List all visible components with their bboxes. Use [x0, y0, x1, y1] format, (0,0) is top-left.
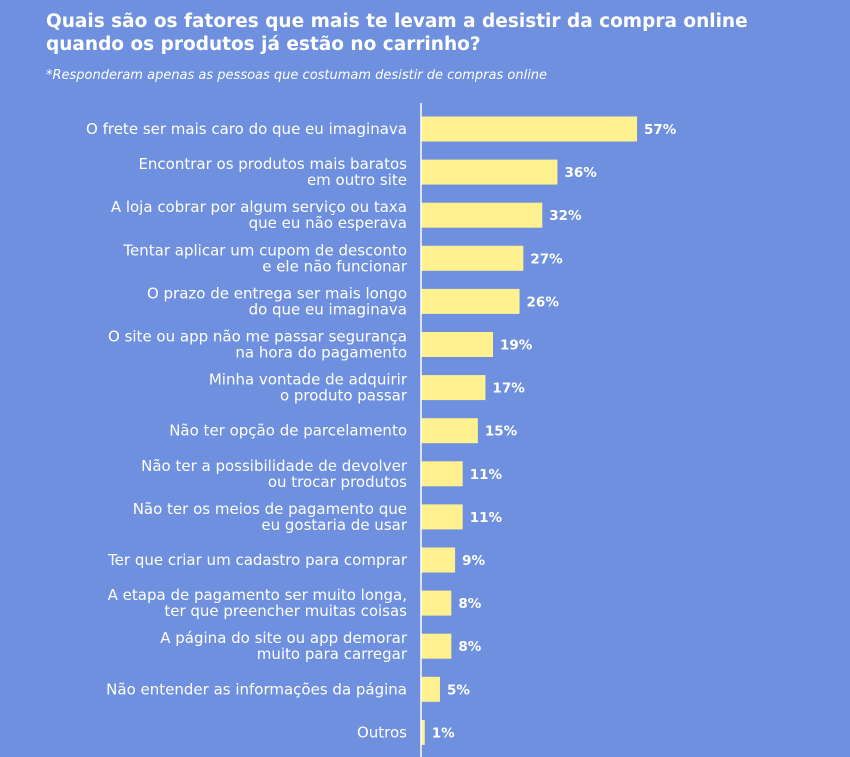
bar: [421, 116, 638, 142]
bar: [421, 159, 558, 185]
category-label: Outros: [357, 723, 407, 741]
bar-value-label: 9%: [462, 553, 485, 569]
bar-value-label: 8%: [458, 639, 481, 655]
bar-value-label: 27%: [530, 251, 563, 267]
bar: [421, 288, 520, 314]
bar-value-label: 8%: [458, 596, 481, 612]
bar: [421, 504, 463, 530]
bar: [421, 676, 440, 702]
category-label: Tentar aplicar um cupom de desconto e ele…: [122, 241, 407, 275]
bar-value-label: 36%: [564, 165, 597, 181]
category-label: A etapa de pagamento ser muito longa, ter…: [108, 586, 408, 620]
bar: [421, 202, 543, 228]
category-label: A loja cobrar por algum serviço ou taxa q…: [111, 198, 407, 232]
category-label: Não ter opção de parcelamento: [169, 422, 407, 440]
category-label: Minha vontade de adquirir o produto passa…: [209, 371, 408, 405]
bar: [421, 332, 494, 357]
bar-value-label: 17%: [492, 381, 525, 397]
chart-title: Quais são os fatores que mais te levam a…: [46, 11, 748, 55]
bar: [421, 461, 463, 487]
category-label: Não entender as informações da página: [106, 680, 407, 698]
bar-value-label: 57%: [644, 122, 677, 138]
category-label: O site ou app não me passar segurança na …: [108, 328, 407, 362]
category-label: Não ter a possibilidade de devolver ou tr…: [141, 457, 408, 491]
chart-subtitle: *Responderam apenas as pessoas que costu…: [46, 68, 548, 83]
bar-value-label: 5%: [447, 682, 470, 698]
bar-value-label: 32%: [549, 208, 582, 224]
bars-group: 57% O frete ser mais caro do que eu imagi…: [86, 116, 677, 745]
bar: [421, 547, 456, 573]
bar: [421, 590, 452, 616]
category-label: Não ter os meios de pagamento que eu gost…: [133, 500, 408, 534]
category-label: O frete ser mais caro do que eu imaginav…: [86, 120, 407, 138]
bar-value-label: 19%: [500, 338, 533, 354]
bar: [421, 418, 478, 444]
bar-value-label: 11%: [470, 467, 503, 483]
bar-value-label: 1%: [432, 725, 455, 741]
bar-value-label: 26%: [527, 294, 560, 310]
bar-value-label: 15%: [485, 424, 518, 440]
bar-value-label: 11%: [470, 510, 503, 526]
category-label: A página do site ou app demorar muito par…: [160, 629, 408, 663]
bar: [421, 719, 425, 745]
category-label: Encontrar os produtos mais baratos em out…: [138, 155, 407, 189]
category-label: Ter que criar um cadastro para comprar: [107, 551, 408, 569]
bar: [421, 633, 452, 659]
bar: [421, 375, 486, 401]
category-label: O prazo de entrega ser mais longo do que …: [147, 284, 407, 318]
bar: [421, 245, 524, 271]
